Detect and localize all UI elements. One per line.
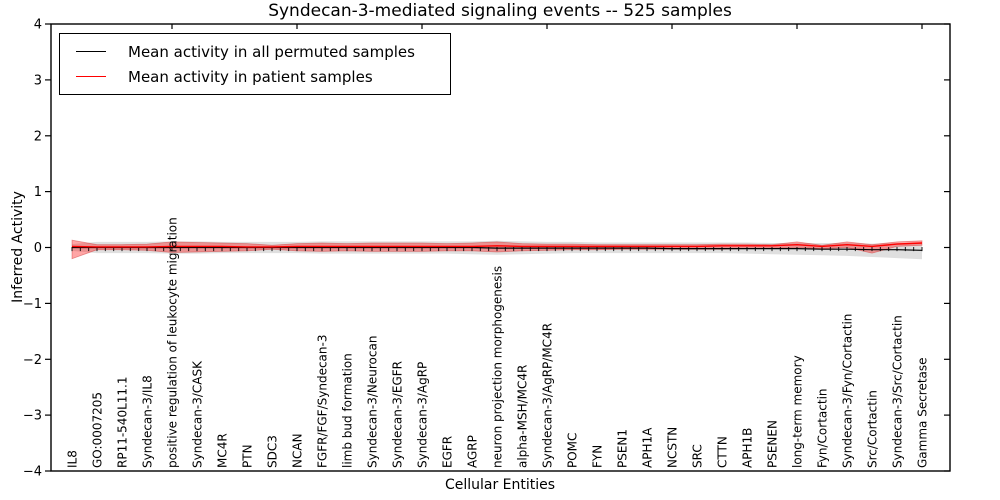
x-tick-label: PSENEN <box>766 420 780 468</box>
x-tick-label: APH1B <box>741 428 755 468</box>
x-tick-label: CTTN <box>716 436 730 468</box>
x-tick-label: PSEN1 <box>616 429 630 468</box>
x-tick-label: Syndecan-3/AgRP/MC4R <box>541 323 555 468</box>
x-tick-label: SRC <box>691 444 705 468</box>
y-tick-label: −3 <box>23 409 42 424</box>
x-tick-label: limb bud formation <box>341 353 355 468</box>
x-tick-label: POMC <box>566 433 580 468</box>
x-tick-label: APH1A <box>641 427 655 468</box>
x-tick-label: NCAN <box>291 433 305 468</box>
chart-title: Syndecan-3-mediated signaling events -- … <box>268 1 732 21</box>
x-tick-label: SDC3 <box>266 435 280 468</box>
y-tick-label: −1 <box>23 297 42 312</box>
legend-box: Mean activity in all permuted samples Me… <box>59 33 451 95</box>
x-tick-label: Syndecan-3/EGFR <box>391 361 405 468</box>
x-tick-label: NCSTN <box>666 427 680 468</box>
x-tick-label: Src/Cortactin <box>866 390 880 468</box>
patient-mean-line <box>71 242 923 248</box>
y-tick-label: 1 <box>34 185 42 200</box>
y-tick-label: 0 <box>34 241 42 256</box>
x-tick-label: long-term memory <box>791 355 805 468</box>
x-tick-label: Syndecan-3/Neurocan <box>366 336 380 468</box>
x-tick-label: Gamma Secretase <box>916 357 930 468</box>
x-tick-label: AGRP <box>466 435 480 468</box>
x-tick-label: Syndecan-3/Fyn/Cortactin <box>841 314 855 468</box>
x-tick-label: positive regulation of leukocyte migrati… <box>166 217 180 468</box>
x-tick-label: Syndecan-3/Src/Cortactin <box>891 315 905 468</box>
x-tick-label: Syndecan-3/CASK <box>191 360 205 468</box>
y-tick-label: 2 <box>34 129 42 144</box>
x-tick-label: MC4R <box>216 433 230 468</box>
legend-entry-patient: Mean activity in patient samples <box>76 68 450 86</box>
x-tick-label: RP11-540L11.1 <box>116 377 130 468</box>
y-axis-label: Inferred Activity <box>10 191 26 303</box>
x-tick-label: EGFR <box>441 436 455 468</box>
x-tick-label: FYN <box>591 445 605 468</box>
x-tick-label: alpha-MSH/MC4R <box>516 365 530 468</box>
legend-line-sample-red <box>76 76 106 77</box>
x-tick-label: Syndecan-3/AgRP <box>416 362 430 468</box>
x-tick-label: IL8 <box>66 450 80 468</box>
y-tick-label: −2 <box>23 353 42 368</box>
y-tick-label: −4 <box>23 465 42 480</box>
x-tick-label: Syndecan-3/IL8 <box>141 375 155 468</box>
x-tick-label: GO:0007205 <box>91 392 105 468</box>
x-tick-label: Fyn/Cortactin <box>816 388 830 468</box>
x-axis-label: Cellular Entities <box>444 477 556 493</box>
y-tick-label: 3 <box>34 73 42 88</box>
legend-entry-permuted: Mean activity in all permuted samples <box>76 43 450 61</box>
x-tick-label: neuron projection morphogenesis <box>491 266 505 468</box>
legend-line-sample-black <box>76 51 106 52</box>
x-tick-label: PTN <box>241 444 255 468</box>
y-tick-label: 4 <box>34 18 42 33</box>
legend-label: Mean activity in patient samples <box>128 67 373 86</box>
x-tick-label: FGFR/FGF/Syndecan-3 <box>316 335 330 468</box>
legend-label: Mean activity in all permuted samples <box>128 42 415 61</box>
